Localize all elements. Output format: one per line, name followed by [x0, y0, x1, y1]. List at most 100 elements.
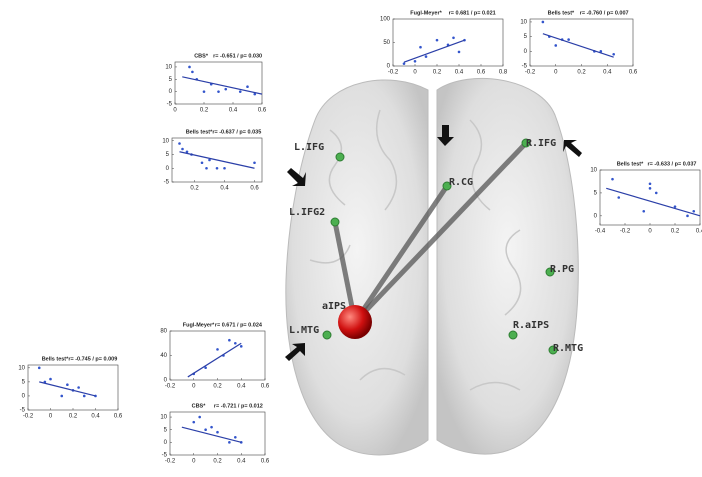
x-tick-label: -0.2 — [23, 414, 34, 420]
fit-line — [182, 76, 263, 95]
scatter-point — [60, 394, 64, 398]
x-tick-label: 0.6 — [114, 414, 123, 420]
region-label: R.PG — [550, 264, 574, 275]
x-tick-label: 0.2 — [213, 459, 222, 465]
scatter-point — [217, 90, 220, 93]
scatter-point — [181, 147, 184, 151]
x-tick-label: 0.2 — [671, 229, 680, 235]
x-tick-label: 0.4 — [237, 459, 246, 465]
panel-stat: r= -0.637 / p= 0.035 — [212, 129, 261, 135]
x-tick-label: 0 — [192, 384, 196, 390]
x-tick-label: 0.6 — [258, 108, 267, 114]
y-tick-label: 10 — [160, 415, 167, 421]
scatter-point — [567, 38, 570, 41]
fit-line — [187, 342, 242, 378]
x-tick-label: -0.2 — [165, 459, 176, 465]
scatter-point — [424, 55, 428, 58]
plot-frame — [27, 364, 119, 411]
scatter-point — [77, 386, 80, 389]
y-tick-label: 0 — [169, 89, 173, 95]
y-tick-label: 5 — [164, 427, 168, 433]
scatter-panel: Fugl-Meyer* r= 0.671 / p= 0.024-0.2 0 0.2 0.… — [160, 322, 270, 389]
arrows — [285, 125, 582, 361]
scatter-point — [611, 177, 614, 181]
x-tick-label: 0.2 — [577, 70, 586, 76]
scatter-point — [435, 38, 439, 42]
x-tick-label: 0.6 — [250, 186, 259, 192]
seed-label: aIPS — [322, 301, 346, 312]
scatter-point — [253, 161, 256, 165]
scatter-point — [198, 415, 201, 419]
scatter-point — [238, 90, 242, 93]
left-hemisphere — [285, 79, 429, 456]
x-tick-label: 0.2 — [433, 70, 442, 76]
scatter-point — [642, 209, 646, 213]
x-tick-label: 0 — [648, 229, 652, 235]
x-tick-label: 0 — [554, 70, 558, 76]
fit-line — [542, 33, 614, 58]
scatter-point — [617, 196, 621, 199]
scatter-point — [188, 65, 191, 69]
panel-title: CBS* — [194, 53, 209, 59]
scatter-point — [49, 377, 52, 381]
y-tick-label: 0 — [524, 49, 528, 55]
scatter-point — [204, 428, 207, 432]
x-tick-label: 0 — [192, 459, 196, 465]
x-tick-label: 0.2 — [200, 108, 209, 114]
region-node — [508, 330, 518, 340]
region-node — [330, 217, 340, 227]
y-tick-label: -5 — [20, 408, 26, 414]
scatter-point — [692, 209, 696, 213]
y-tick-label: 5 — [166, 152, 170, 158]
y-tick-label: 40 — [160, 353, 167, 359]
x-tick-label: 0.2 — [69, 414, 78, 420]
y-tick-label: 10 — [590, 168, 597, 174]
region-node — [521, 138, 531, 148]
scatter-point — [178, 142, 181, 145]
scatter-point — [82, 394, 86, 398]
scatter-point — [234, 435, 237, 439]
y-tick-label: 0 — [22, 394, 26, 400]
scatter-point — [419, 45, 422, 49]
y-tick-label: 5 — [524, 34, 528, 40]
x-tick-label: 0 — [49, 414, 53, 420]
y-tick-label: -5 — [522, 64, 528, 70]
panel-title: Bells test* — [186, 129, 213, 135]
region-node — [322, 330, 332, 340]
x-tick-label: 0.4 — [455, 70, 464, 76]
seed-node — [338, 305, 372, 339]
scatter-point — [452, 36, 455, 40]
x-tick-label: 0.6 — [477, 70, 486, 76]
x-tick-label: 0.4 — [91, 414, 100, 420]
x-tick-label: -0.2 — [388, 70, 399, 76]
scatter-point — [457, 50, 461, 54]
scatter-point — [224, 87, 228, 91]
plot-frame — [169, 330, 266, 381]
x-tick-label: -0.2 — [525, 70, 536, 76]
panel-stat: r= -0.633 / p= 0.037 — [648, 161, 697, 167]
x-tick-label: 0.8 — [499, 70, 508, 76]
scatter-panel: Bells test* r= -0.637 / p= 0.035 0.2 0.4 0.6… — [162, 129, 263, 192]
x-tick-label: 0.2 — [190, 186, 199, 192]
scatter-point — [223, 166, 226, 170]
y-tick-label: 50 — [383, 40, 390, 46]
x-tick-label: 0 — [173, 108, 177, 114]
panel-stat: r= 0.671 / p= 0.024 — [215, 322, 263, 328]
scatter-point — [253, 92, 257, 96]
region-label: L.MTG — [289, 325, 319, 336]
region-label: L.IFG2 — [289, 207, 325, 218]
scatter-panel: Bells test* r= -0.745 / p= 0.009 -0.2 0 0.2 0… — [18, 356, 123, 419]
scatter-point — [185, 150, 189, 154]
scatter-point — [648, 182, 652, 186]
scatter-point — [191, 70, 194, 74]
y-tick-label: 10 — [165, 65, 172, 71]
x-tick-label: 0.4 — [696, 229, 702, 235]
scatter-panel: Fugl-Meyer* r= 0.681 / p= 0.021-0.2 0 0.2 0.… — [380, 10, 508, 75]
panel-stat: r= 0.681 / p= 0.021 — [449, 10, 496, 16]
gyri — [309, 109, 522, 391]
x-tick-label: 0.4 — [229, 108, 238, 114]
brain — [285, 78, 582, 456]
scatter-point — [239, 345, 243, 348]
panel-stat: r= -0.651 / p= 0.030 — [213, 53, 262, 59]
